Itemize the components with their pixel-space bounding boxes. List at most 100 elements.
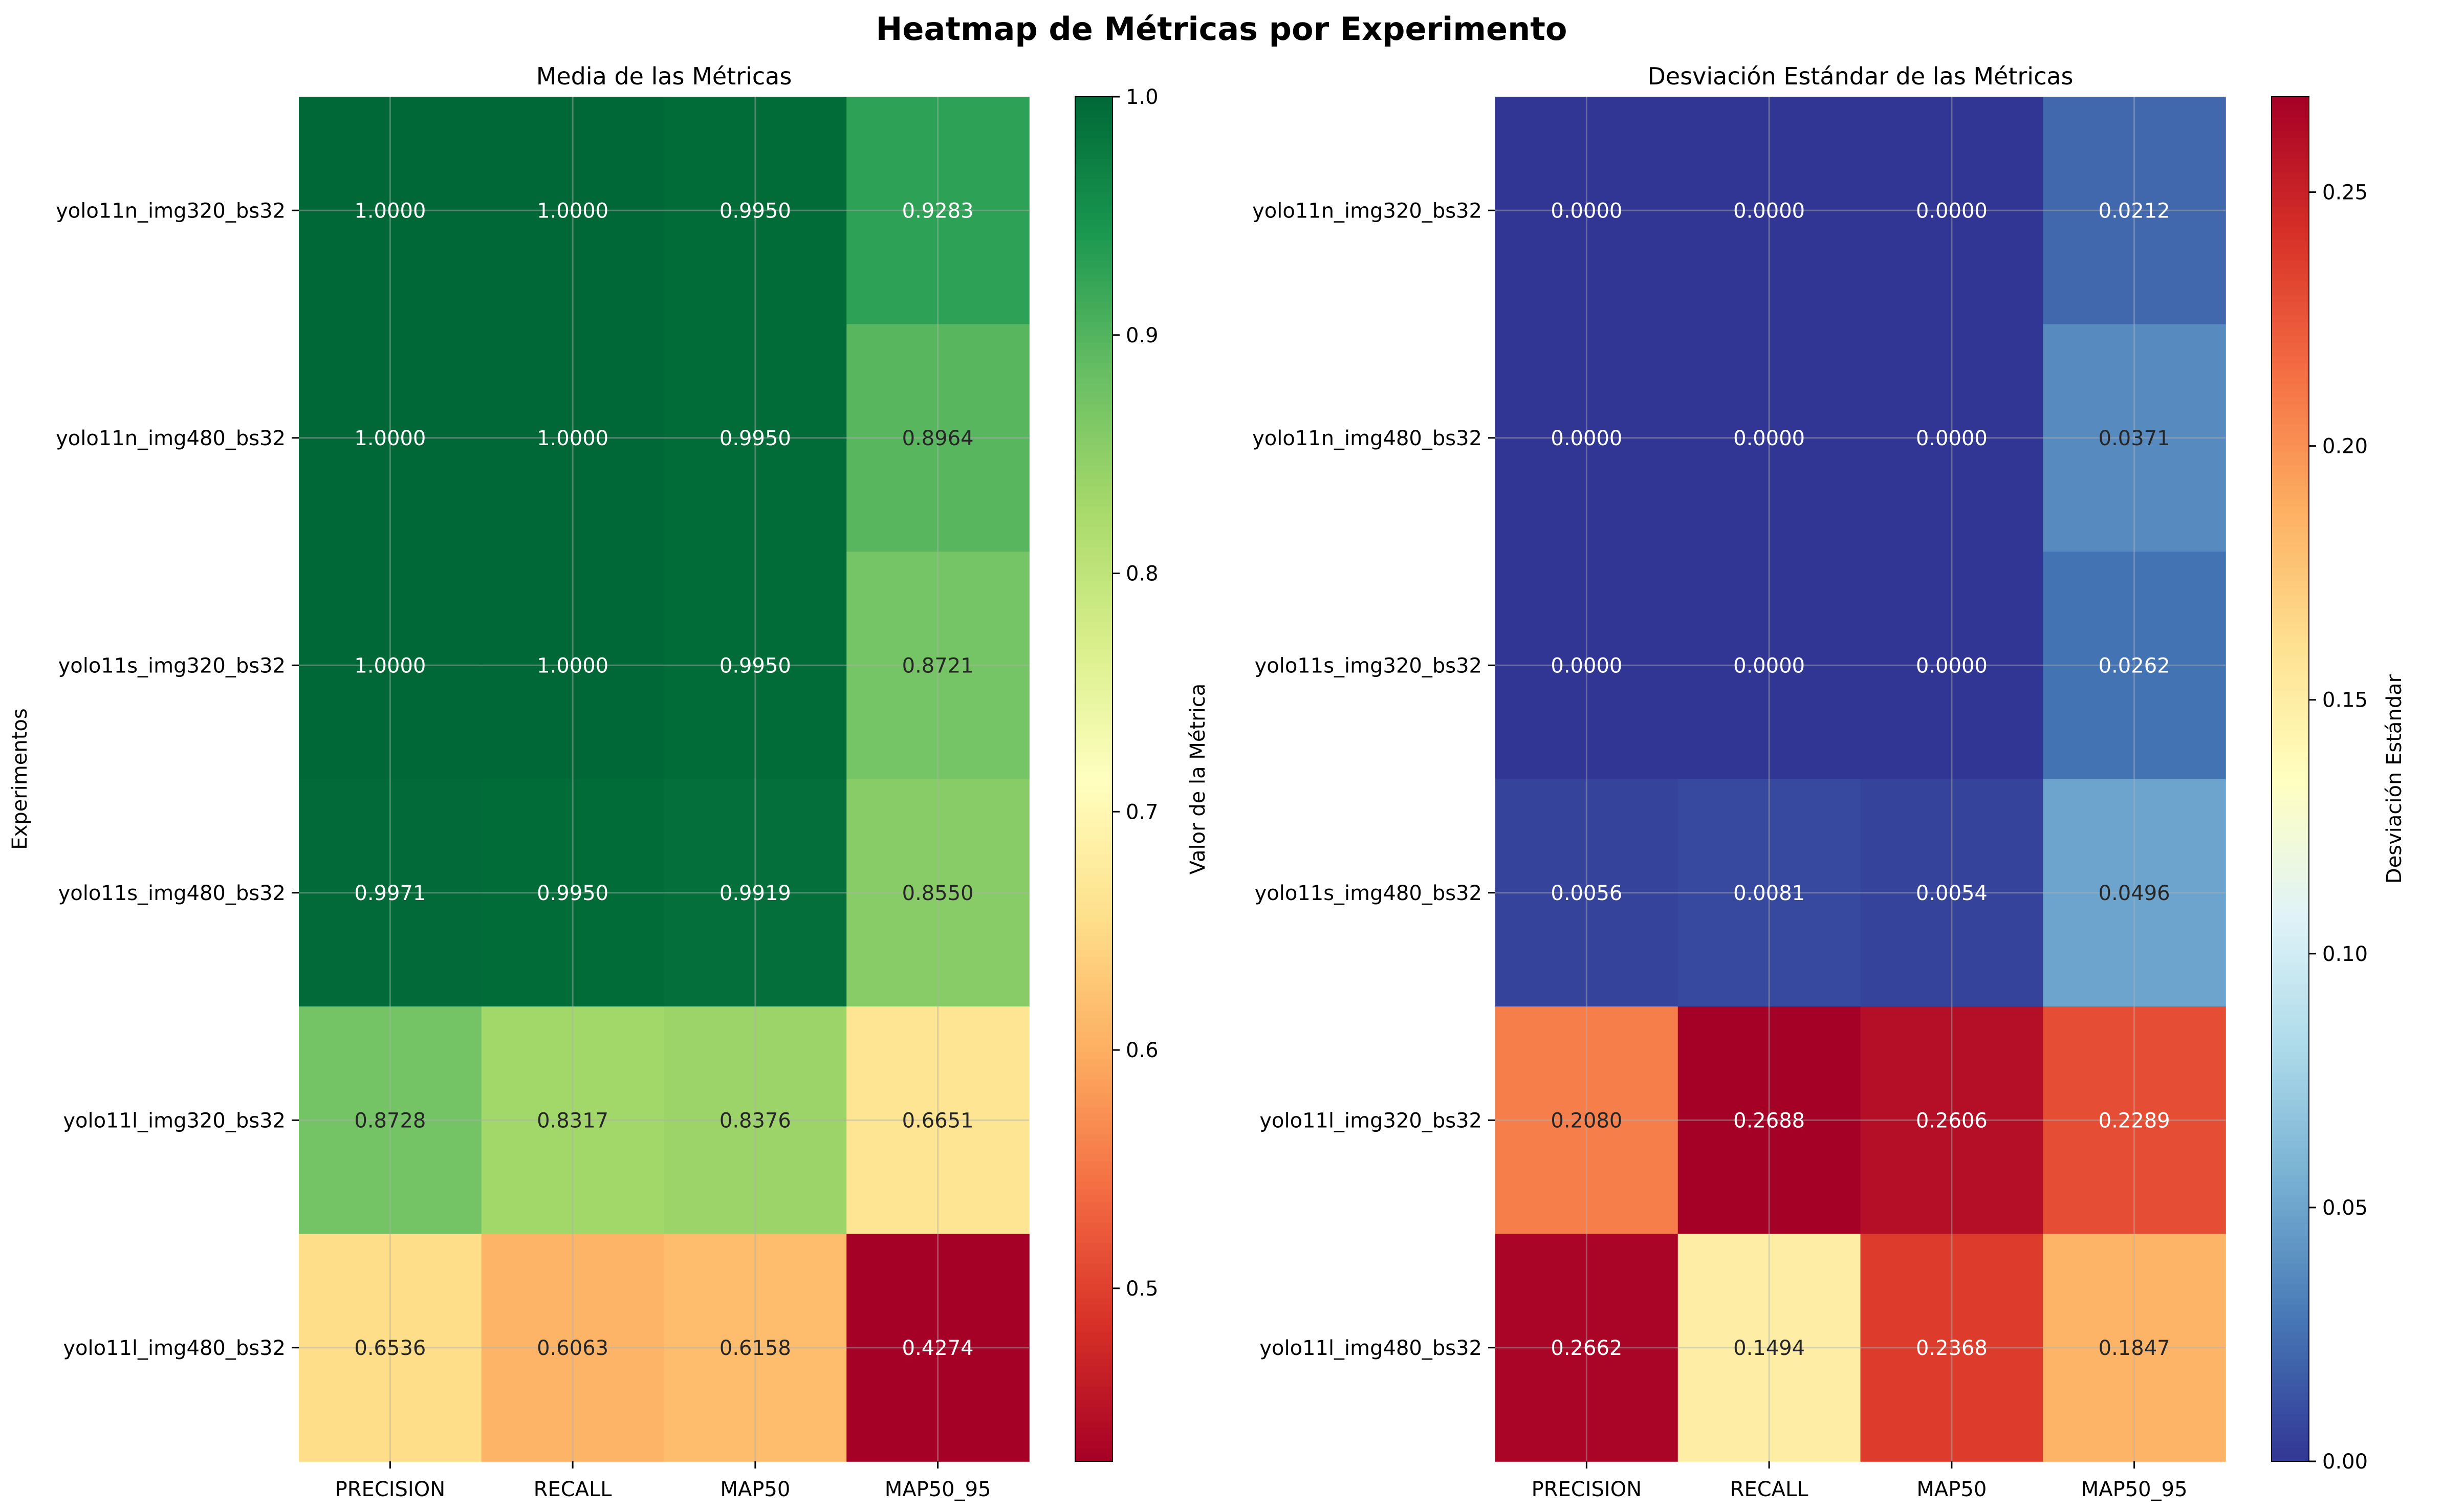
colorbar-segment — [1075, 622, 1113, 629]
colorbar-segment — [2272, 1393, 2309, 1400]
heatmap-panel-1: 1.0000 1.0000 0.9950 0.9283 1.0000 1.0000 0.99… — [8, 62, 1210, 1501]
heatmap-cell — [1495, 97, 1678, 325]
colorbar-segment — [1075, 1045, 1113, 1053]
colorbar-segment — [2272, 1168, 2309, 1175]
colorbar-segment — [2272, 110, 2309, 118]
y-tick-label-yolo11n-img320-bs32: yolo11n_img320_bs32 — [1252, 199, 1482, 223]
colorbar-segment — [2272, 1051, 2309, 1060]
colorbar-segment — [2272, 554, 2309, 561]
colorbar-segment — [1075, 588, 1113, 596]
colorbar-segment — [2272, 752, 2309, 759]
colorbar-segment — [1075, 567, 1113, 575]
colorbar-segment — [2272, 472, 2309, 479]
colorbar-segment — [1075, 983, 1113, 991]
cell-value-label: 0.9950 — [719, 199, 791, 223]
colorbar-segment — [1075, 717, 1113, 725]
x-tick-label-recall: RECALL — [1730, 1478, 1809, 1501]
colorbar-segment — [1075, 451, 1113, 459]
x-tick-label-precision: PRECISION — [1532, 1478, 1642, 1501]
cell-value-label: 1.0000 — [537, 427, 608, 450]
cell-value-label: 0.0000 — [1551, 199, 1622, 223]
colorbar-segment — [2272, 328, 2309, 336]
colorbar-segment — [2272, 1127, 2309, 1134]
colorbar-segment — [2272, 806, 2309, 814]
colorbar-segment — [1075, 724, 1113, 732]
colorbar-segment — [2272, 1120, 2309, 1128]
colorbar-segment — [2272, 1399, 2309, 1408]
colorbar-segment — [1075, 601, 1113, 609]
colorbar-segment — [1075, 437, 1113, 445]
colorbar-segment — [1075, 294, 1113, 302]
colorbar-segment — [1075, 990, 1113, 998]
colorbar-segment — [2272, 724, 2309, 732]
colorbar-segment — [1075, 1284, 1113, 1291]
colorbar-segment — [2272, 212, 2309, 220]
cell-value-label: 0.8721 — [902, 654, 974, 677]
colorbar-tick-label: 0.25 — [2322, 181, 2368, 205]
colorbar-segment — [1075, 363, 1113, 370]
colorbar-segment — [1075, 1004, 1113, 1012]
colorbar-segment — [2272, 397, 2309, 404]
colorbar-segment — [2272, 711, 2309, 718]
y-tick-label-yolo11s-img480-bs32: yolo11s_img480_bs32 — [1255, 882, 1482, 905]
colorbar-segment — [2272, 608, 2309, 616]
colorbar-segment — [2272, 888, 2309, 895]
colorbar-segment — [2272, 1250, 2309, 1257]
colorbar-segment — [2272, 1202, 2309, 1210]
colorbar-segment — [2272, 1427, 2309, 1435]
colorbar-segment — [2272, 970, 2309, 978]
colorbar-segment — [2272, 622, 2309, 629]
heatmap-cell — [1860, 779, 2044, 1007]
colorbar-segment — [1075, 1393, 1113, 1400]
colorbar-segment — [1075, 1420, 1113, 1428]
colorbar-segment — [1075, 629, 1113, 637]
colorbar-segment — [2272, 1386, 2309, 1394]
colorbar-segment — [1075, 390, 1113, 398]
colorbar-frame — [1075, 96, 1113, 1462]
colorbar-segment — [1075, 663, 1113, 670]
cell-value-label: 1.0000 — [354, 427, 426, 450]
colorbar-segment — [2272, 1304, 2309, 1312]
heatmap-cell — [481, 324, 665, 552]
cell-value-label: 0.6063 — [537, 1336, 608, 1360]
colorbar-segment — [1075, 369, 1113, 377]
colorbar-segment — [2272, 1188, 2309, 1196]
colorbar-segment — [2272, 793, 2309, 800]
heatmap-cell — [1677, 1006, 1861, 1235]
colorbar-segment — [2272, 990, 2309, 998]
colorbar-segment — [1075, 922, 1113, 930]
cell-value-label: 1.0000 — [537, 199, 608, 223]
colorbar-segment — [1075, 110, 1113, 118]
cell-value-label: 0.0000 — [1733, 654, 1805, 677]
colorbar-segment — [2272, 492, 2309, 500]
colorbar-segment — [2272, 765, 2309, 773]
colorbar-segment — [2272, 1113, 2309, 1121]
colorbar-segment — [2272, 288, 2309, 295]
heatmap-cell — [299, 324, 482, 552]
colorbar-segment — [1075, 274, 1113, 281]
colorbar-segment — [2272, 513, 2309, 520]
colorbar-segment — [1075, 1092, 1113, 1101]
cell-value-label: 0.2688 — [1733, 1109, 1805, 1132]
cell-value-label: 0.0000 — [1916, 654, 1988, 677]
colorbar-segment — [1075, 697, 1113, 705]
cell-value-label: 0.8550 — [902, 882, 974, 905]
colorbar-segment — [1075, 519, 1113, 527]
cell-value-label: 0.0000 — [1551, 654, 1622, 677]
colorbar-segment — [2272, 144, 2309, 152]
heatmap-cell — [481, 97, 665, 325]
colorbar-segment — [1075, 840, 1113, 848]
colorbar-segment — [1075, 977, 1113, 984]
colorbar-segment — [1075, 1202, 1113, 1210]
colorbar-segment — [2272, 744, 2309, 752]
colorbar-segment — [2272, 1297, 2309, 1305]
heatmap-cell — [1677, 779, 1861, 1007]
heatmap-panel-2: 0.0000 0.0000 0.0000 0.0212 0.0000 0.0000 0.00… — [1252, 62, 2406, 1501]
colorbar-segment — [2272, 785, 2309, 793]
colorbar-segment — [1075, 949, 1113, 957]
colorbar-segment — [2272, 1195, 2309, 1203]
colorbar-segment — [1075, 560, 1113, 568]
colorbar-segment — [2272, 874, 2309, 882]
colorbar-segment — [2272, 1338, 2309, 1346]
cell-value-label: 0.8728 — [354, 1109, 426, 1132]
